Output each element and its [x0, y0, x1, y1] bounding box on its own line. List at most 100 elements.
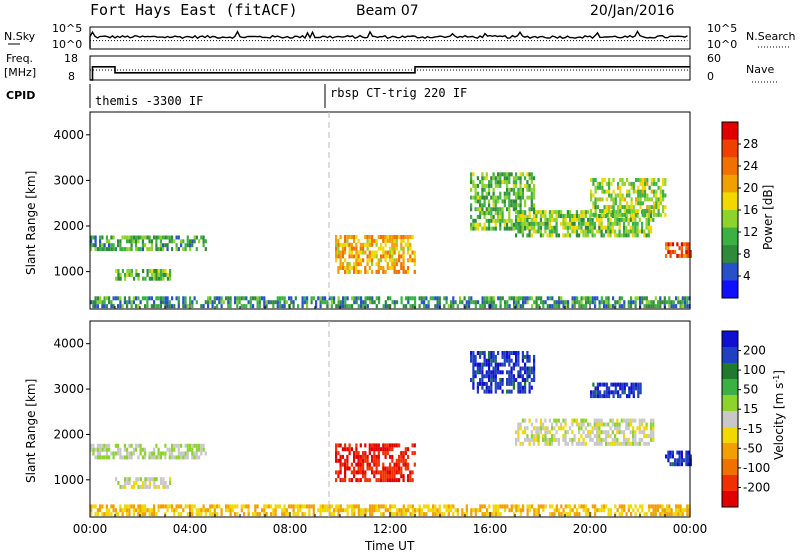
heatmap-cell [601, 178, 604, 182]
heatmap-cell [594, 512, 597, 517]
heatmap-cell [653, 181, 656, 186]
heatmap-cell [362, 454, 365, 459]
heatmap-cell [402, 508, 405, 513]
heatmap-cell [364, 242, 367, 247]
heatmap-cell [148, 296, 151, 301]
heatmap-cell [618, 430, 621, 435]
heatmap-cell [600, 221, 603, 226]
heatmap-cell [517, 217, 520, 222]
heatmap-cell [481, 370, 484, 375]
heatmap-cell [490, 176, 493, 181]
heatmap-cell [213, 296, 216, 301]
heatmap-cell [519, 199, 522, 204]
heatmap-cell [186, 447, 189, 452]
heatmap-cell [553, 229, 556, 234]
heatmap-cell [582, 508, 585, 513]
heatmap-cell [510, 366, 513, 371]
heatmap-cell [355, 300, 358, 305]
heatmap-cell [485, 358, 488, 363]
heatmap-cell [355, 235, 358, 239]
heatmap-cell [530, 233, 533, 238]
y-tick-label: 1000 [53, 265, 84, 279]
heatmap-cell [479, 207, 482, 212]
heatmap-cell [128, 272, 131, 277]
heatmap-cell [400, 266, 403, 270]
power-ylabel: Slant Range [km] [24, 171, 38, 275]
heatmap-cell [371, 235, 374, 239]
heatmap-cell [497, 362, 500, 367]
heatmap-cell [670, 508, 673, 513]
heatmap-cell [544, 214, 547, 218]
heatmap-cell [366, 262, 369, 267]
heatmap-cell [608, 394, 611, 399]
heatmap-cell [373, 300, 376, 305]
heatmap-cell [272, 508, 275, 513]
heatmap-cell [479, 508, 482, 513]
heatmap-cell [339, 254, 342, 259]
heatmap-cell [544, 221, 547, 226]
heatmap-cell [339, 478, 342, 483]
heatmap-cell [510, 187, 513, 192]
heatmap-cell [612, 201, 615, 206]
x-axis-label: Time UT [364, 539, 415, 553]
heatmap-cell [382, 269, 385, 274]
heatmap-cell [373, 470, 376, 475]
heatmap-cell [186, 451, 189, 456]
heatmap-cell [485, 176, 488, 181]
heatmap-cell [524, 362, 527, 367]
heatmap-cell [592, 193, 595, 198]
heatmap-cell [366, 462, 369, 467]
heatmap-cell [353, 246, 356, 251]
heatmap-cell [600, 300, 603, 305]
heatmap-cell [436, 304, 439, 309]
heatmap-cell [652, 217, 655, 222]
heatmap-cell [679, 508, 682, 513]
heatmap-cell [533, 229, 536, 234]
heatmap-cell [189, 300, 192, 305]
heatmap-cell [515, 296, 518, 301]
heatmap-cell [488, 207, 491, 212]
heatmap-cell [474, 354, 477, 359]
heatmap-cell [377, 447, 380, 452]
heatmap-cell [537, 229, 540, 234]
heatmap-cell [359, 246, 362, 251]
heatmap-cell [472, 300, 475, 305]
heatmap-cell [519, 366, 522, 371]
heatmap-cell [605, 225, 608, 230]
heatmap-cell [155, 243, 158, 248]
heatmap-cell [638, 441, 641, 446]
heatmap-cell [272, 300, 275, 305]
heatmap-cell [164, 451, 167, 456]
heatmap-cell [377, 451, 380, 456]
heatmap-cell [384, 238, 387, 243]
heatmap-cell [335, 478, 338, 483]
heatmap-cell [357, 254, 360, 259]
heatmap-cell [447, 512, 450, 517]
heatmap-cell [531, 504, 534, 509]
heatmap-cell [380, 470, 383, 475]
heatmap-cell [680, 462, 683, 467]
heatmap-cell [123, 455, 126, 460]
heatmap-cell [99, 447, 102, 452]
heatmap-cell [650, 205, 653, 210]
heatmap-cell [512, 199, 515, 204]
heatmap-cell [535, 508, 538, 513]
heatmap-cell [150, 451, 153, 456]
heatmap-cell [526, 437, 529, 442]
heatmap-cell [337, 508, 340, 513]
heatmap-cell [594, 178, 597, 182]
heatmap-cell [665, 454, 668, 459]
heatmap-cell [542, 434, 545, 439]
heatmap-cell [159, 235, 162, 240]
heatmap-cell [366, 238, 369, 243]
heatmap-cell [337, 254, 340, 259]
heatmap-cell [488, 354, 491, 359]
colorbar-swatch [722, 122, 738, 141]
heatmap-cell [494, 176, 497, 181]
heatmap-cell [553, 418, 556, 423]
heatmap-cell [571, 418, 574, 423]
heatmap-cell [146, 508, 149, 513]
heatmap-cell [515, 358, 518, 363]
heatmap-cell [533, 176, 536, 181]
